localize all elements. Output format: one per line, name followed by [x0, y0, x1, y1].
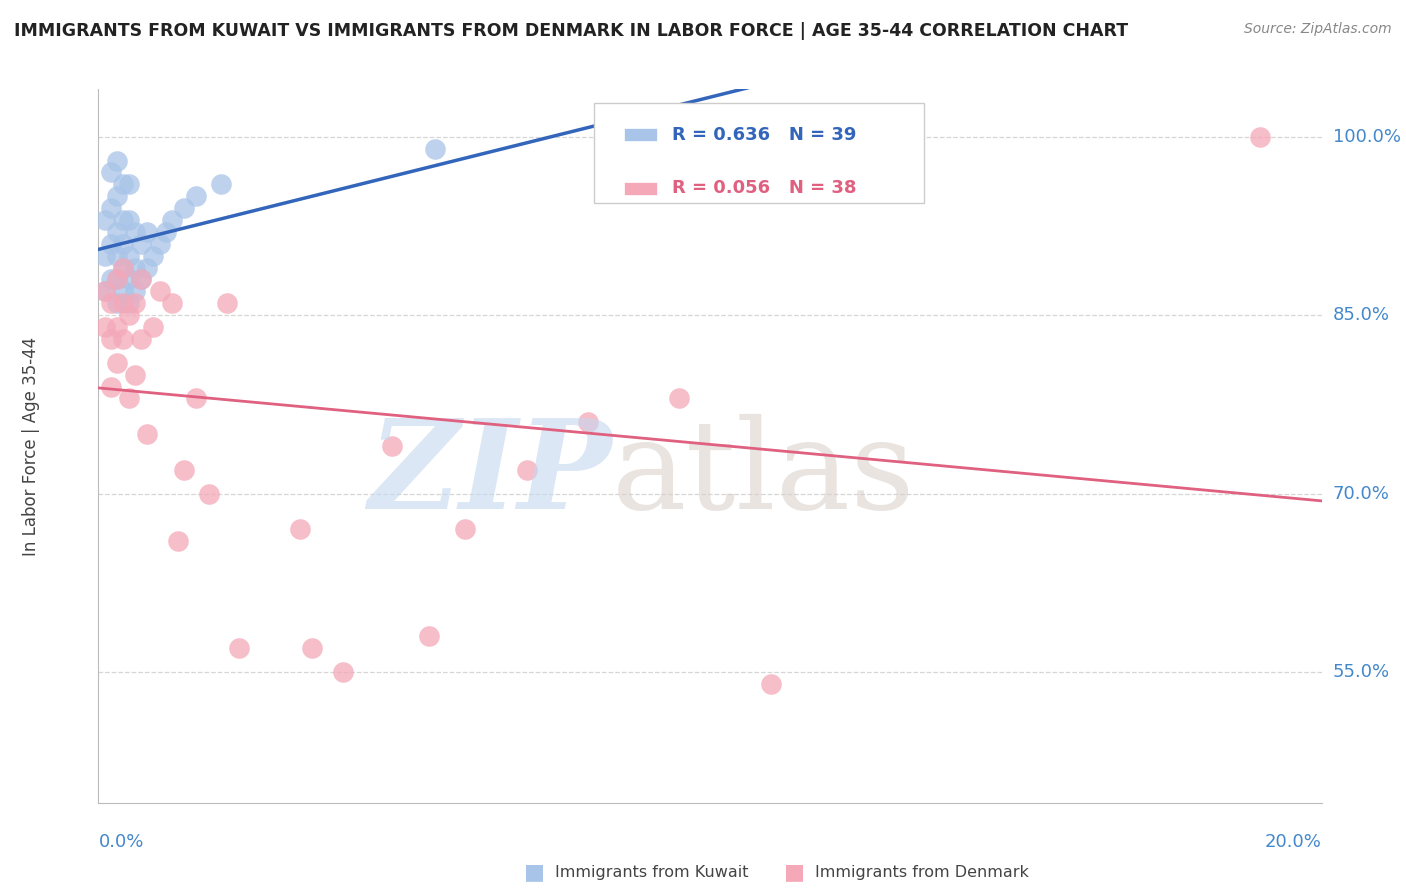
Text: Source: ZipAtlas.com: Source: ZipAtlas.com	[1244, 22, 1392, 37]
Text: ■: ■	[524, 863, 544, 882]
Point	[118, 178, 141, 192]
Point	[149, 285, 172, 299]
Text: 85.0%: 85.0%	[1333, 306, 1389, 324]
Point	[418, 629, 440, 643]
Point	[129, 272, 152, 286]
Point	[111, 296, 134, 310]
Text: atlas: atlas	[612, 414, 915, 535]
Point	[1249, 129, 1271, 144]
FancyBboxPatch shape	[624, 128, 658, 141]
Point	[100, 296, 122, 310]
Point	[105, 320, 128, 334]
Text: R = 0.056   N = 38: R = 0.056 N = 38	[672, 179, 856, 197]
Point	[209, 178, 232, 192]
Point	[105, 272, 128, 286]
Point	[105, 189, 128, 203]
Point	[381, 439, 404, 453]
Text: 70.0%: 70.0%	[1333, 484, 1389, 502]
Point	[100, 272, 122, 286]
Point	[111, 236, 134, 251]
Point	[105, 272, 128, 286]
Point	[118, 213, 141, 227]
Text: R = 0.636   N = 39: R = 0.636 N = 39	[672, 126, 856, 144]
Point	[454, 522, 477, 536]
Point	[129, 272, 152, 286]
Point	[516, 463, 538, 477]
Point	[290, 522, 312, 536]
Point	[129, 236, 152, 251]
Point	[111, 213, 134, 227]
Point	[100, 201, 122, 215]
Point	[607, 129, 630, 144]
Point	[100, 236, 122, 251]
Text: ■: ■	[785, 863, 804, 882]
Point	[93, 320, 115, 334]
Point	[215, 296, 238, 310]
Point	[124, 260, 146, 275]
Point	[149, 236, 172, 251]
Text: Immigrants from Denmark: Immigrants from Denmark	[815, 865, 1029, 880]
Text: IMMIGRANTS FROM KUWAIT VS IMMIGRANTS FROM DENMARK IN LABOR FORCE | AGE 35-44 COR: IMMIGRANTS FROM KUWAIT VS IMMIGRANTS FRO…	[14, 22, 1128, 40]
Point	[118, 249, 141, 263]
Point	[118, 272, 141, 286]
Point	[576, 415, 599, 429]
Point	[111, 260, 134, 275]
Point	[332, 665, 354, 679]
Point	[111, 178, 134, 192]
Point	[93, 213, 115, 227]
Point	[93, 285, 115, 299]
FancyBboxPatch shape	[624, 182, 658, 194]
Point	[136, 225, 159, 239]
Point	[100, 332, 122, 346]
Point	[186, 392, 208, 406]
Point	[167, 534, 190, 549]
FancyBboxPatch shape	[593, 103, 924, 203]
Point	[160, 296, 183, 310]
Point	[142, 320, 165, 334]
Text: 55.0%: 55.0%	[1333, 663, 1391, 681]
Point	[301, 641, 323, 656]
Point	[105, 153, 128, 168]
Point	[118, 296, 141, 310]
Point	[759, 677, 782, 691]
Point	[93, 249, 115, 263]
Text: 0.0%: 0.0%	[98, 833, 143, 851]
Point	[93, 285, 115, 299]
Point	[105, 356, 128, 370]
Point	[173, 201, 195, 215]
Point	[100, 165, 122, 179]
Point	[118, 308, 141, 322]
Point	[124, 225, 146, 239]
Point	[186, 189, 208, 203]
Point	[173, 463, 195, 477]
Text: In Labor Force | Age 35-44: In Labor Force | Age 35-44	[22, 336, 41, 556]
Point	[124, 368, 146, 382]
Point	[160, 213, 183, 227]
Point	[105, 296, 128, 310]
Point	[118, 392, 141, 406]
Point	[155, 225, 177, 239]
Point	[111, 285, 134, 299]
Point	[124, 296, 146, 310]
Point	[111, 260, 134, 275]
Point	[105, 249, 128, 263]
Text: ZIP: ZIP	[368, 414, 612, 535]
Point	[136, 260, 159, 275]
Point	[136, 427, 159, 442]
Point	[668, 392, 690, 406]
Text: 20.0%: 20.0%	[1265, 833, 1322, 851]
Text: 100.0%: 100.0%	[1333, 128, 1400, 145]
Point	[142, 249, 165, 263]
Point	[197, 486, 219, 500]
Point	[124, 285, 146, 299]
Point	[111, 332, 134, 346]
Point	[129, 332, 152, 346]
Point	[228, 641, 250, 656]
Point	[105, 225, 128, 239]
Text: Immigrants from Kuwait: Immigrants from Kuwait	[555, 865, 749, 880]
Point	[423, 142, 446, 156]
Point	[100, 379, 122, 393]
